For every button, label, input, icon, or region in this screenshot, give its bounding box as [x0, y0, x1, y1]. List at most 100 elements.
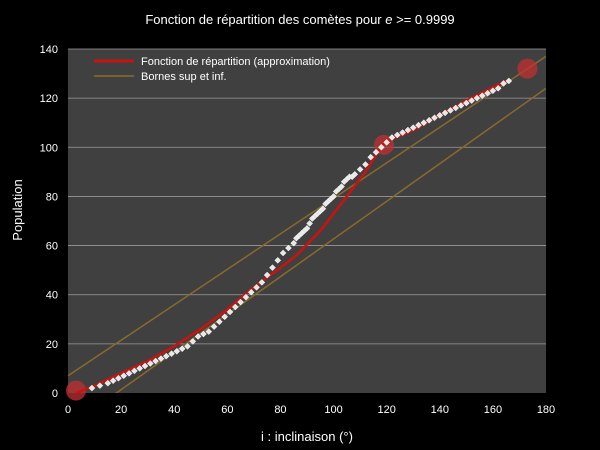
data-point [131, 367, 138, 375]
data-point [372, 148, 380, 156]
data-point [162, 352, 170, 360]
data-point [441, 109, 449, 117]
data-point [338, 183, 345, 190]
data-point [205, 328, 213, 335]
data-point [378, 143, 385, 151]
data-point [404, 126, 412, 134]
x-tick-label: 40 [168, 404, 180, 416]
x-axis-label: i : inclinaison (°) [261, 429, 353, 444]
data-point [409, 124, 417, 131]
y-tick-label: 0 [52, 388, 58, 400]
data-point [500, 80, 507, 87]
data-point [462, 99, 470, 107]
data-point [168, 350, 175, 358]
data-point [468, 97, 475, 104]
data-point [221, 313, 229, 321]
legend-label-approximation: Fonction de répartition (approximation) [141, 56, 330, 68]
data-point [425, 116, 433, 124]
data-point [120, 372, 128, 380]
data-point [226, 308, 234, 316]
x-tick-label: 60 [221, 404, 233, 416]
chart-title: Fonction de répartition des comètes pour… [145, 12, 454, 27]
data-point [109, 377, 117, 385]
x-tick-label: 80 [274, 404, 286, 416]
data-point [237, 298, 244, 306]
data-point [306, 220, 314, 227]
data-point [452, 104, 460, 112]
data-point [505, 77, 513, 85]
data-point [104, 379, 112, 387]
data-point [115, 374, 122, 382]
data-point [152, 357, 159, 365]
data-point [457, 102, 465, 109]
y-tick-label: 120 [40, 93, 58, 105]
data-point [242, 293, 250, 301]
x-tick-label: 180 [537, 404, 555, 416]
x-tick-label: 100 [324, 404, 342, 416]
data-point [189, 338, 197, 345]
data-point [399, 129, 406, 136]
data-point [473, 94, 481, 102]
data-point [478, 92, 486, 100]
data-point [231, 303, 239, 311]
y-axis-label: Population [10, 179, 25, 240]
y-tick-label: 80 [46, 191, 58, 203]
legend-label-bounds: Bornes sup et inf. [141, 71, 227, 83]
title-suffix: >= 0.9999 [392, 12, 454, 27]
data-point [184, 342, 191, 350]
legend: Fonction de répartition (approximation) … [94, 56, 330, 83]
data-point [290, 239, 298, 247]
data-point [447, 107, 454, 114]
data-point [96, 382, 104, 389]
data-point [489, 87, 497, 95]
data-point [136, 365, 144, 372]
data-point [484, 89, 491, 97]
x-tick-label: 160 [484, 404, 502, 416]
data-point [279, 249, 287, 257]
x-tick-label: 120 [377, 404, 395, 416]
y-tick-label: 140 [40, 44, 58, 56]
data-point [393, 131, 401, 139]
x-tick-label: 140 [431, 404, 449, 416]
data-point [436, 111, 444, 119]
bound-line-upper [68, 55, 546, 377]
data-point [178, 345, 186, 353]
data-point [303, 225, 311, 232]
data-point [351, 170, 359, 178]
highlight-marker [65, 380, 86, 401]
x-tick-label: 20 [115, 404, 127, 416]
data-point [210, 323, 218, 331]
data-point [157, 355, 165, 362]
data-point [125, 369, 133, 377]
data-point [269, 264, 276, 272]
data-point [420, 119, 428, 127]
data-point [253, 283, 260, 291]
y-tick-label: 100 [40, 142, 58, 154]
data-point [173, 347, 181, 355]
data-point [146, 360, 154, 367]
x-axis-ticks: 0 20 40 60 80 100 120 140 160 180 [65, 404, 555, 416]
y-tick-label: 40 [46, 290, 58, 302]
data-point [388, 134, 396, 141]
data-point [362, 161, 369, 168]
title-variable: e [385, 12, 392, 27]
data-point [88, 384, 96, 392]
data-point [141, 362, 149, 370]
data-point [415, 121, 422, 129]
data-point [367, 153, 375, 161]
y-tick-label: 60 [46, 241, 58, 253]
data-point [200, 330, 207, 338]
title-prefix: Fonction de répartition des comètes pour [145, 12, 385, 27]
x-tick-label: 0 [65, 404, 71, 416]
data-point [330, 193, 337, 200]
data-point [258, 279, 266, 286]
data-point [319, 205, 327, 213]
data-point [494, 84, 502, 92]
y-tick-label: 20 [46, 339, 58, 351]
data-point [356, 166, 364, 173]
data-point [431, 114, 438, 122]
y-axis-ticks: 0 20 40 60 80 100 120 140 [40, 44, 58, 400]
highlight-marker [517, 58, 538, 79]
data-point [383, 139, 391, 146]
